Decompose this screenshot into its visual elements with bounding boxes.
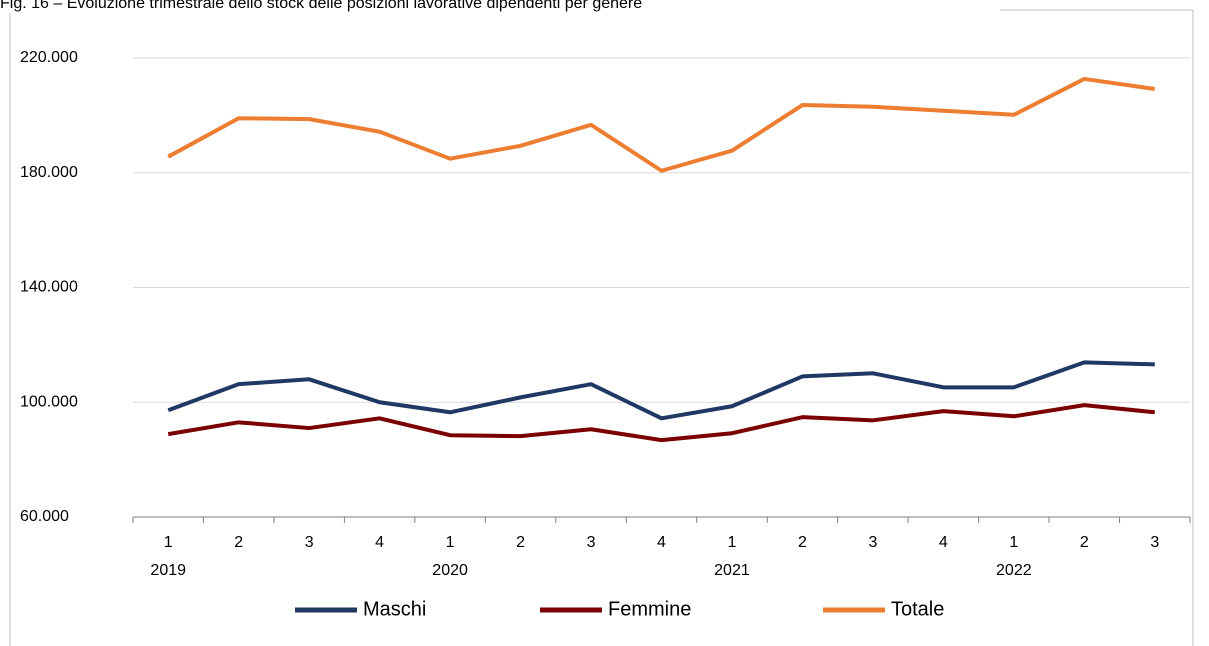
series-line bbox=[167, 76, 1156, 173]
legend-label: Totale bbox=[891, 598, 944, 620]
year-label: 2019 bbox=[150, 562, 186, 579]
x-tick-label: 2 bbox=[798, 534, 807, 551]
x-tick-label: 3 bbox=[305, 534, 314, 551]
legend-label: Femmine bbox=[608, 598, 691, 620]
x-tick-label: 2 bbox=[234, 534, 243, 551]
series-line bbox=[167, 403, 1155, 443]
x-tick-label: 2 bbox=[1080, 534, 1089, 551]
year-label: 2020 bbox=[432, 562, 468, 579]
x-tick-label: 2 bbox=[516, 534, 525, 551]
y-tick-label: 140.000 bbox=[20, 279, 78, 296]
chart-title: Fig. 16 – Evoluzione trimestrale dello s… bbox=[0, 0, 642, 12]
legend-label: Maschi bbox=[363, 598, 426, 620]
x-tick-label: 3 bbox=[868, 534, 877, 551]
x-tick-label: 4 bbox=[657, 534, 666, 551]
x-tick-label: 4 bbox=[939, 534, 948, 551]
x-tick-label: 1 bbox=[728, 534, 737, 551]
y-tick-label: 100.000 bbox=[20, 393, 78, 410]
title-background bbox=[0, 0, 1000, 14]
x-tick-label: 1 bbox=[446, 534, 455, 551]
x-tick-label: 3 bbox=[1150, 534, 1159, 551]
x-tick-label: 3 bbox=[587, 534, 596, 551]
y-tick-label: 180.000 bbox=[20, 164, 78, 181]
series-line bbox=[167, 360, 1155, 421]
y-tick-label: 60.000 bbox=[20, 508, 69, 525]
y-tick-label: 220.000 bbox=[20, 49, 78, 66]
year-label: 2022 bbox=[996, 562, 1032, 579]
x-tick-label: 1 bbox=[1009, 534, 1018, 551]
x-tick-label: 4 bbox=[375, 534, 384, 551]
year-label: 2021 bbox=[714, 562, 750, 579]
x-tick-label: 1 bbox=[164, 534, 173, 551]
